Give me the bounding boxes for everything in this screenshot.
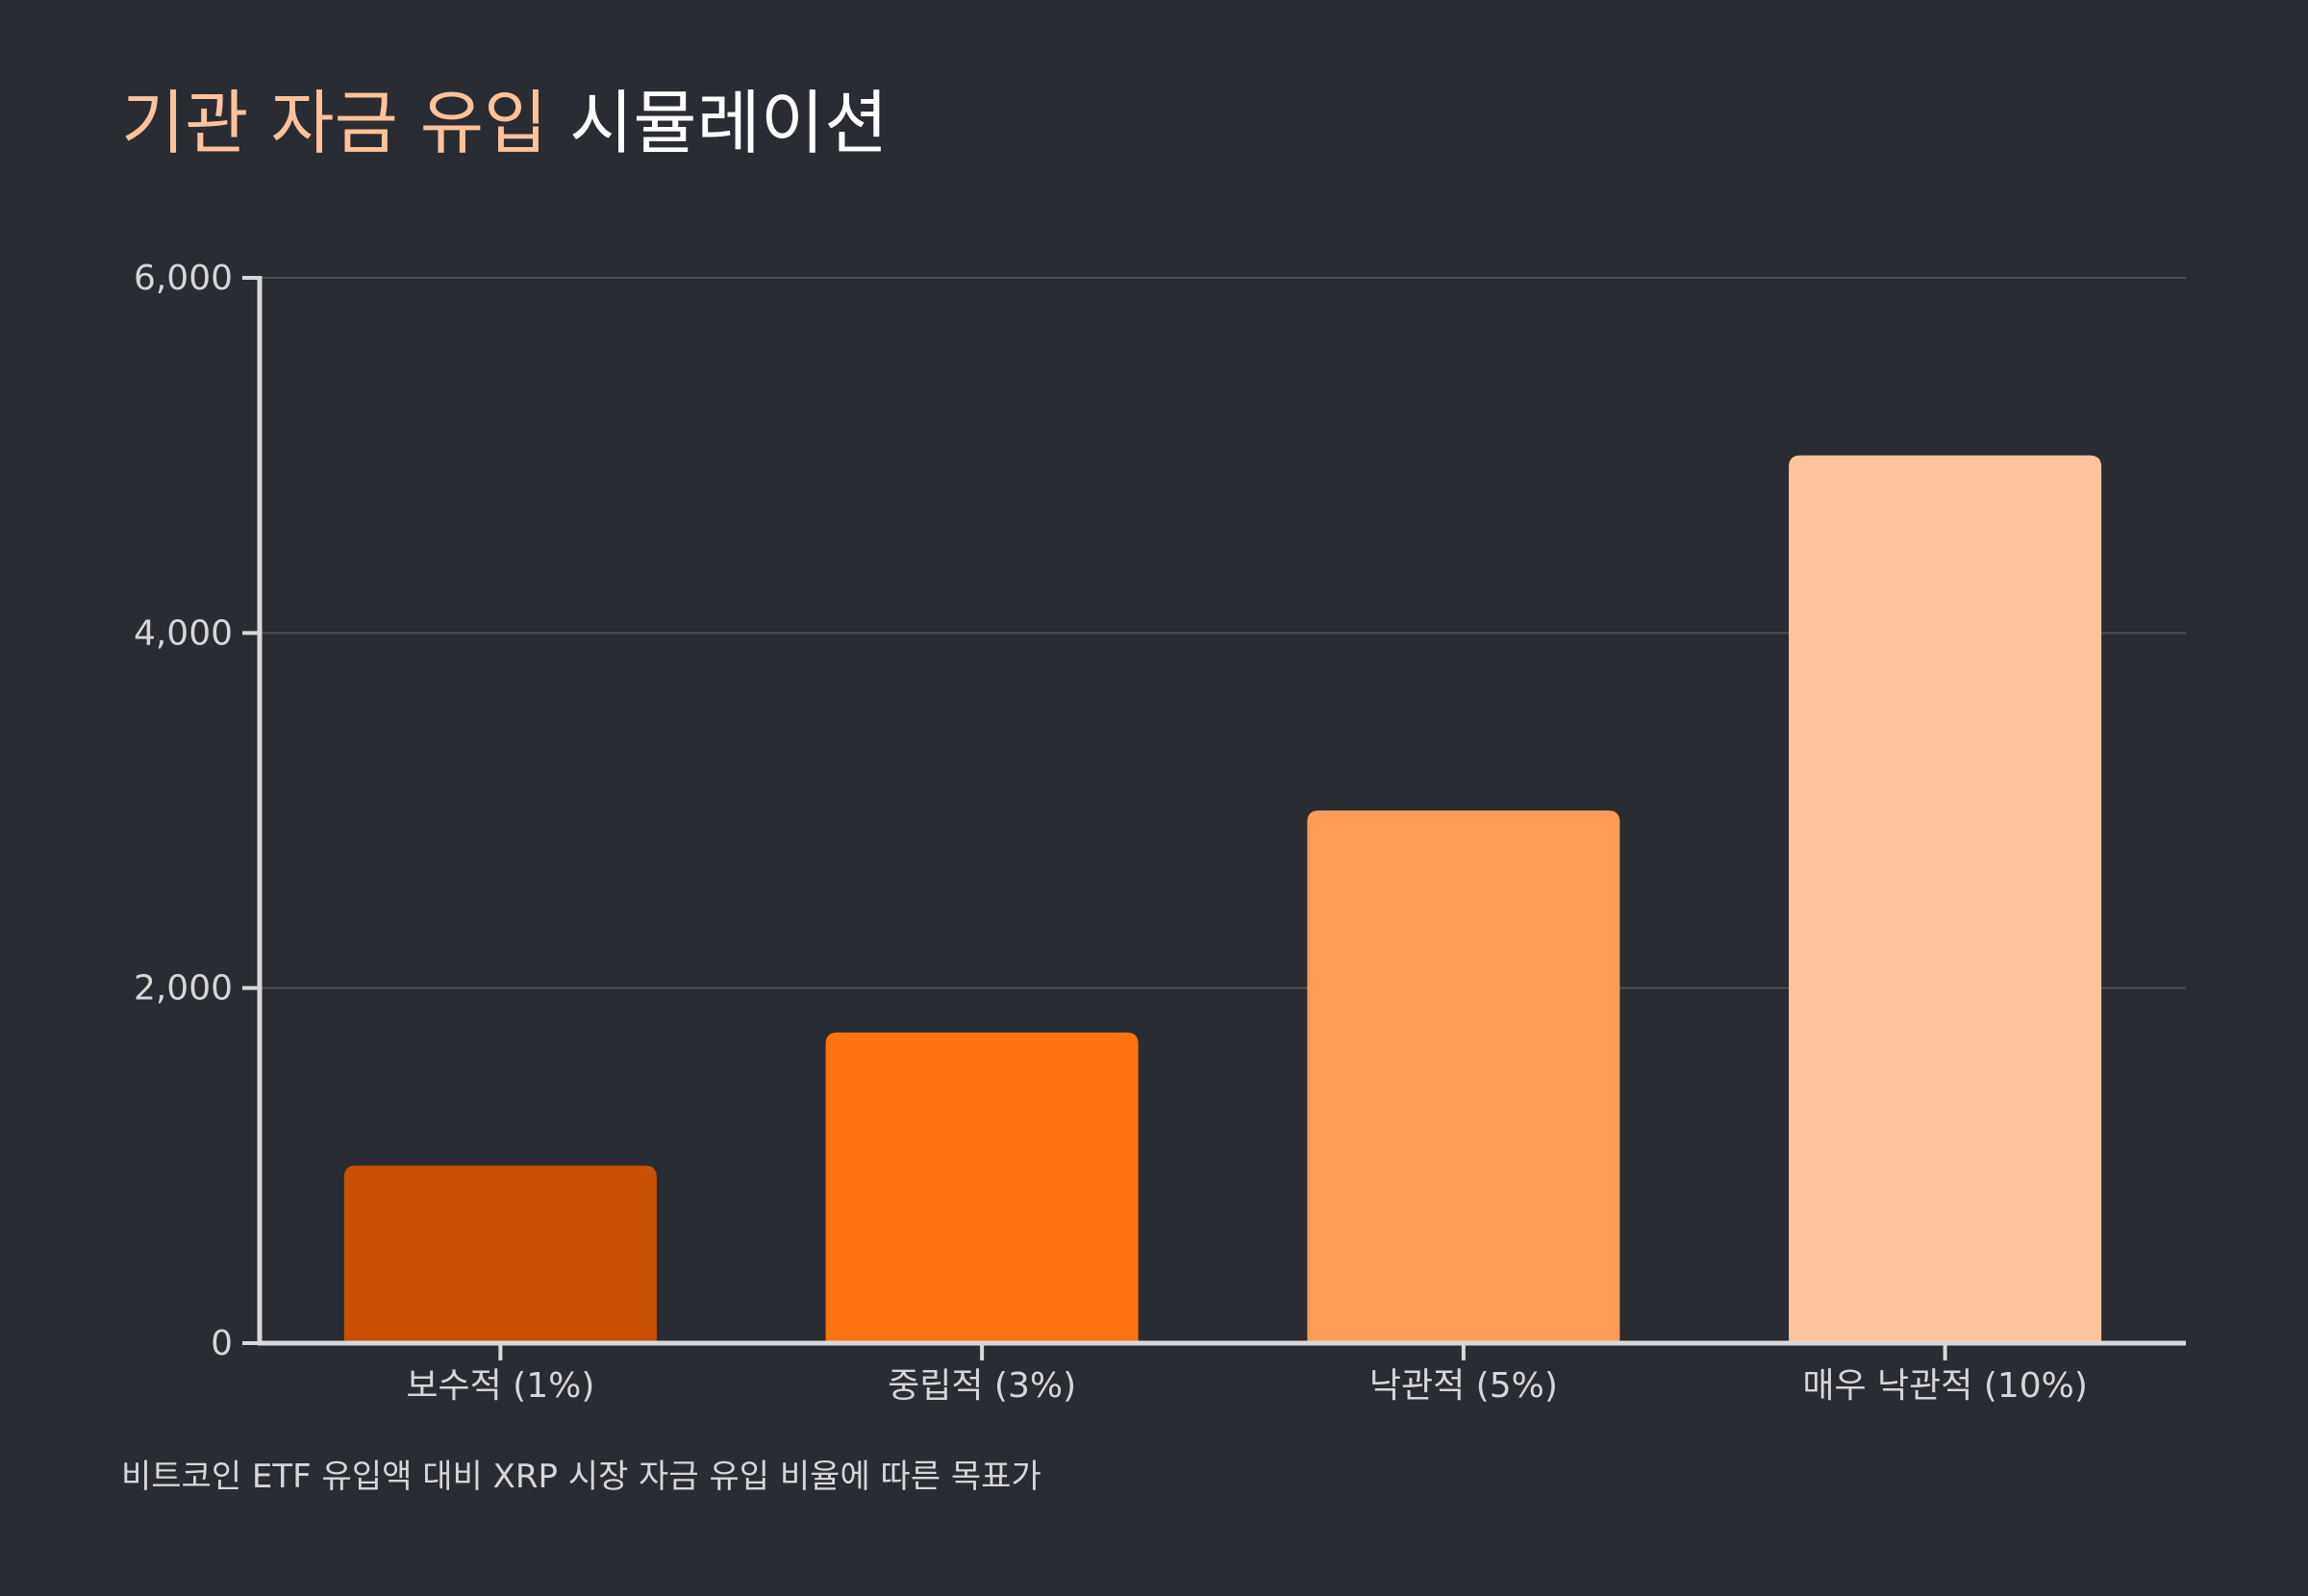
bar xyxy=(1307,810,1620,1343)
x-axis-ticks: 보수적 (1%) 중립적 (3%) 낙관적 (5%) 매우 낙관적 (10%) xyxy=(406,1343,2088,1406)
x-tick-label: 보수적 (1%) xyxy=(406,1366,594,1406)
chart-caption: 비트코인 ETF 유입액 대비 XRP 시장 자금 유입 비율에 따른 목표가 xyxy=(121,1458,1041,1496)
chart-title-rest: 시뮬레이션 xyxy=(547,83,889,163)
x-tick-label: 중립적 (3%) xyxy=(888,1366,1076,1406)
y-tick-label: 6,000 xyxy=(134,259,233,298)
axes xyxy=(257,276,2186,1346)
y-tick-label: 0 xyxy=(211,1324,233,1363)
y-tick-label: 4,000 xyxy=(134,613,233,653)
chart-title: 기관 자금 유입 시뮬레이션 xyxy=(121,88,888,158)
y-tick-label: 2,000 xyxy=(134,969,233,1009)
bar xyxy=(1789,455,2102,1344)
bars xyxy=(343,455,2102,1344)
x-tick-label: 낙관적 (5%) xyxy=(1369,1366,1558,1406)
chart-title-highlight: 기관 자금 유입 xyxy=(121,83,548,163)
bar xyxy=(343,1165,657,1343)
x-tick-label: 매우 낙관적 (10%) xyxy=(1802,1366,2088,1406)
y-axis-ticks: 0 2,000 4,000 6,000 xyxy=(134,259,260,1363)
bar xyxy=(825,1032,1139,1343)
